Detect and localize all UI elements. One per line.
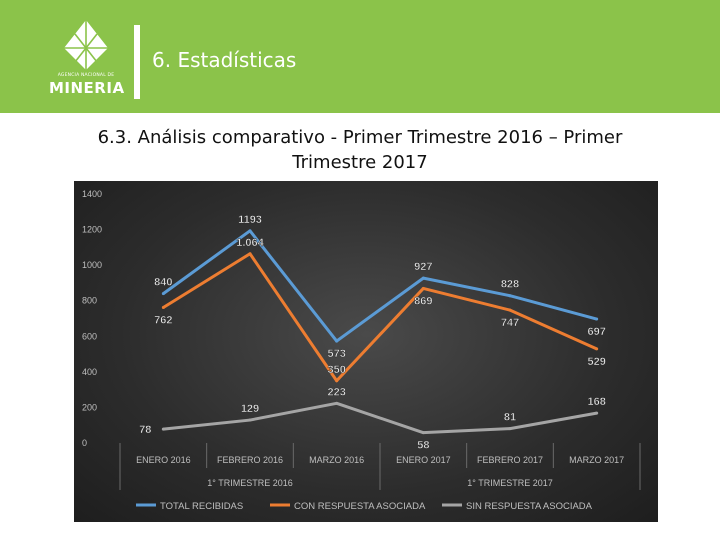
y-tick-label: 0 bbox=[82, 438, 87, 448]
header-band bbox=[0, 0, 720, 113]
data-point bbox=[248, 252, 252, 256]
data-label: 927 bbox=[414, 261, 432, 273]
data-label: 129 bbox=[241, 403, 259, 415]
data-point bbox=[335, 379, 339, 383]
data-point bbox=[508, 308, 512, 312]
agency-logo-icon bbox=[64, 20, 108, 70]
data-label: 529 bbox=[587, 356, 605, 368]
data-point bbox=[595, 411, 599, 415]
data-label: 223 bbox=[327, 386, 345, 398]
slide-title-line-2: Trimestre 2017 bbox=[292, 152, 428, 173]
logo-agency-text: AGENCIA NACIONAL DE bbox=[57, 73, 115, 78]
series-line bbox=[162, 229, 598, 343]
data-label: 697 bbox=[587, 326, 605, 338]
y-tick-label: 1000 bbox=[82, 260, 102, 270]
data-point bbox=[595, 317, 599, 321]
data-point bbox=[248, 229, 252, 233]
logo-wordmark: MINERIA bbox=[49, 79, 125, 97]
data-label: 573 bbox=[327, 348, 345, 360]
data-point bbox=[595, 347, 599, 351]
data-point bbox=[508, 294, 512, 298]
data-label: 168 bbox=[587, 396, 605, 408]
y-tick-label: 1400 bbox=[82, 189, 102, 199]
data-point bbox=[248, 418, 252, 422]
y-tick-label: 1200 bbox=[82, 225, 102, 235]
data-point bbox=[161, 305, 165, 309]
data-label: 747 bbox=[501, 317, 519, 329]
data-label: 350 bbox=[327, 364, 345, 376]
legend-label: SIN RESPUESTA ASOCIADA bbox=[466, 501, 593, 512]
chart-canvas: 0 200 400 600 800 1000 1200 1400 ENERO 2016 FEBRE… bbox=[82, 189, 641, 512]
data-point bbox=[161, 292, 165, 296]
data-point bbox=[421, 276, 425, 280]
data-label: 81 bbox=[504, 412, 516, 424]
data-label: 828 bbox=[501, 279, 519, 291]
series-line bbox=[162, 252, 598, 383]
y-tick-label: 800 bbox=[82, 296, 97, 306]
data-point bbox=[421, 286, 425, 290]
y-tick-label: 400 bbox=[82, 367, 97, 377]
y-tick-label: 200 bbox=[82, 402, 97, 412]
header-divider bbox=[134, 25, 140, 99]
x-group-label: 1° TRIMESTRE 2016 bbox=[207, 478, 292, 488]
data-point bbox=[161, 427, 165, 431]
series-line bbox=[163, 401, 597, 435]
data-point bbox=[508, 427, 512, 431]
x-tick-label: FEBRERO 2017 bbox=[477, 455, 543, 465]
data-label: 762 bbox=[154, 314, 172, 326]
data-label: 1193 bbox=[238, 214, 262, 226]
slide-title: 6.3. Análisis comparativo - Primer Trime… bbox=[40, 125, 680, 175]
y-tick-label: 600 bbox=[82, 331, 97, 341]
data-point bbox=[421, 431, 425, 435]
data-label: 840 bbox=[154, 277, 172, 289]
data-point bbox=[335, 401, 339, 405]
slide-title-line-1: 6.3. Análisis comparativo - Primer Trime… bbox=[97, 127, 623, 148]
legend-label: TOTAL RECIBIDAS bbox=[160, 501, 243, 512]
data-label: 58 bbox=[417, 440, 429, 452]
x-tick-label: ENERO 2017 bbox=[396, 455, 451, 465]
line-chart: 0 200 400 600 800 1000 1200 1400 ENERO 2016 FEBRE… bbox=[74, 181, 658, 522]
legend-label: CON RESPUESTA ASOCIADA bbox=[294, 501, 426, 512]
x-tick-label: MARZO 2016 bbox=[309, 455, 364, 465]
x-tick-label: FEBRERO 2016 bbox=[217, 455, 283, 465]
data-label: 78 bbox=[139, 424, 151, 436]
x-tick-label: ENERO 2016 bbox=[136, 455, 191, 465]
data-point bbox=[335, 339, 339, 343]
section-title: 6. Estadísticas bbox=[152, 48, 297, 72]
x-group-label: 1° TRIMESTRE 2017 bbox=[467, 478, 552, 488]
data-label: 869 bbox=[414, 295, 432, 307]
x-tick-label: MARZO 2017 bbox=[569, 455, 624, 465]
data-label: 1.064 bbox=[236, 237, 264, 249]
